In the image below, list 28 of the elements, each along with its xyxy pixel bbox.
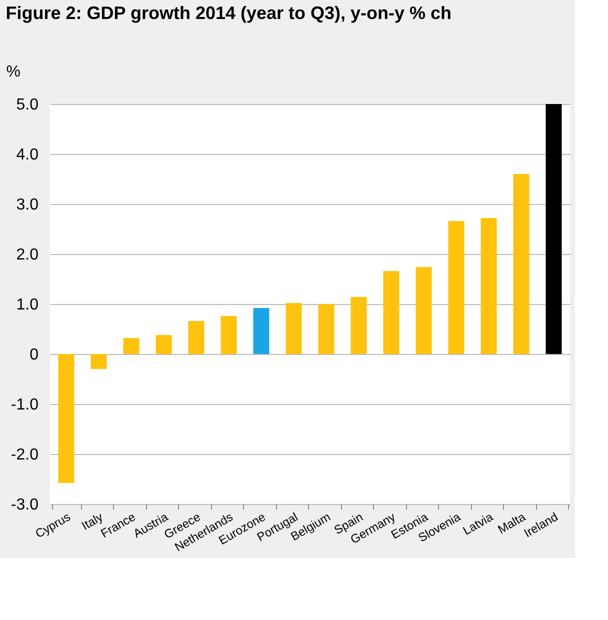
bar [156, 335, 172, 354]
y-axis-title: % [6, 64, 20, 80]
bar [383, 271, 400, 354]
bar [546, 104, 562, 354]
bar [286, 303, 302, 354]
bar [416, 267, 432, 354]
bar [318, 304, 334, 354]
y-tick-label: 0 [30, 346, 39, 364]
y-tick-label: -2.0 [10, 446, 39, 464]
y-tick-label: -1.0 [10, 396, 39, 414]
y-tick-label: 3.0 [16, 196, 39, 214]
bar [350, 297, 367, 354]
bar [513, 174, 530, 354]
bar [448, 221, 464, 354]
bar [123, 338, 140, 354]
y-tick-label: 2.0 [16, 246, 39, 264]
y-tick-label: 1.0 [16, 296, 39, 314]
y-tick-label: 4.0 [16, 146, 39, 164]
bar [58, 354, 74, 483]
bar [253, 308, 270, 354]
chart-title: Figure 2: GDP growth 2014 (year to Q3), y-on-y % ch [6, 3, 452, 23]
bar [220, 316, 237, 354]
bar [188, 321, 204, 354]
bar [90, 354, 107, 369]
x-tick-label: Latvia [460, 510, 496, 538]
y-tick-label: 5.0 [16, 96, 39, 114]
bar [480, 218, 497, 354]
y-tick-label: -3.0 [10, 496, 39, 514]
